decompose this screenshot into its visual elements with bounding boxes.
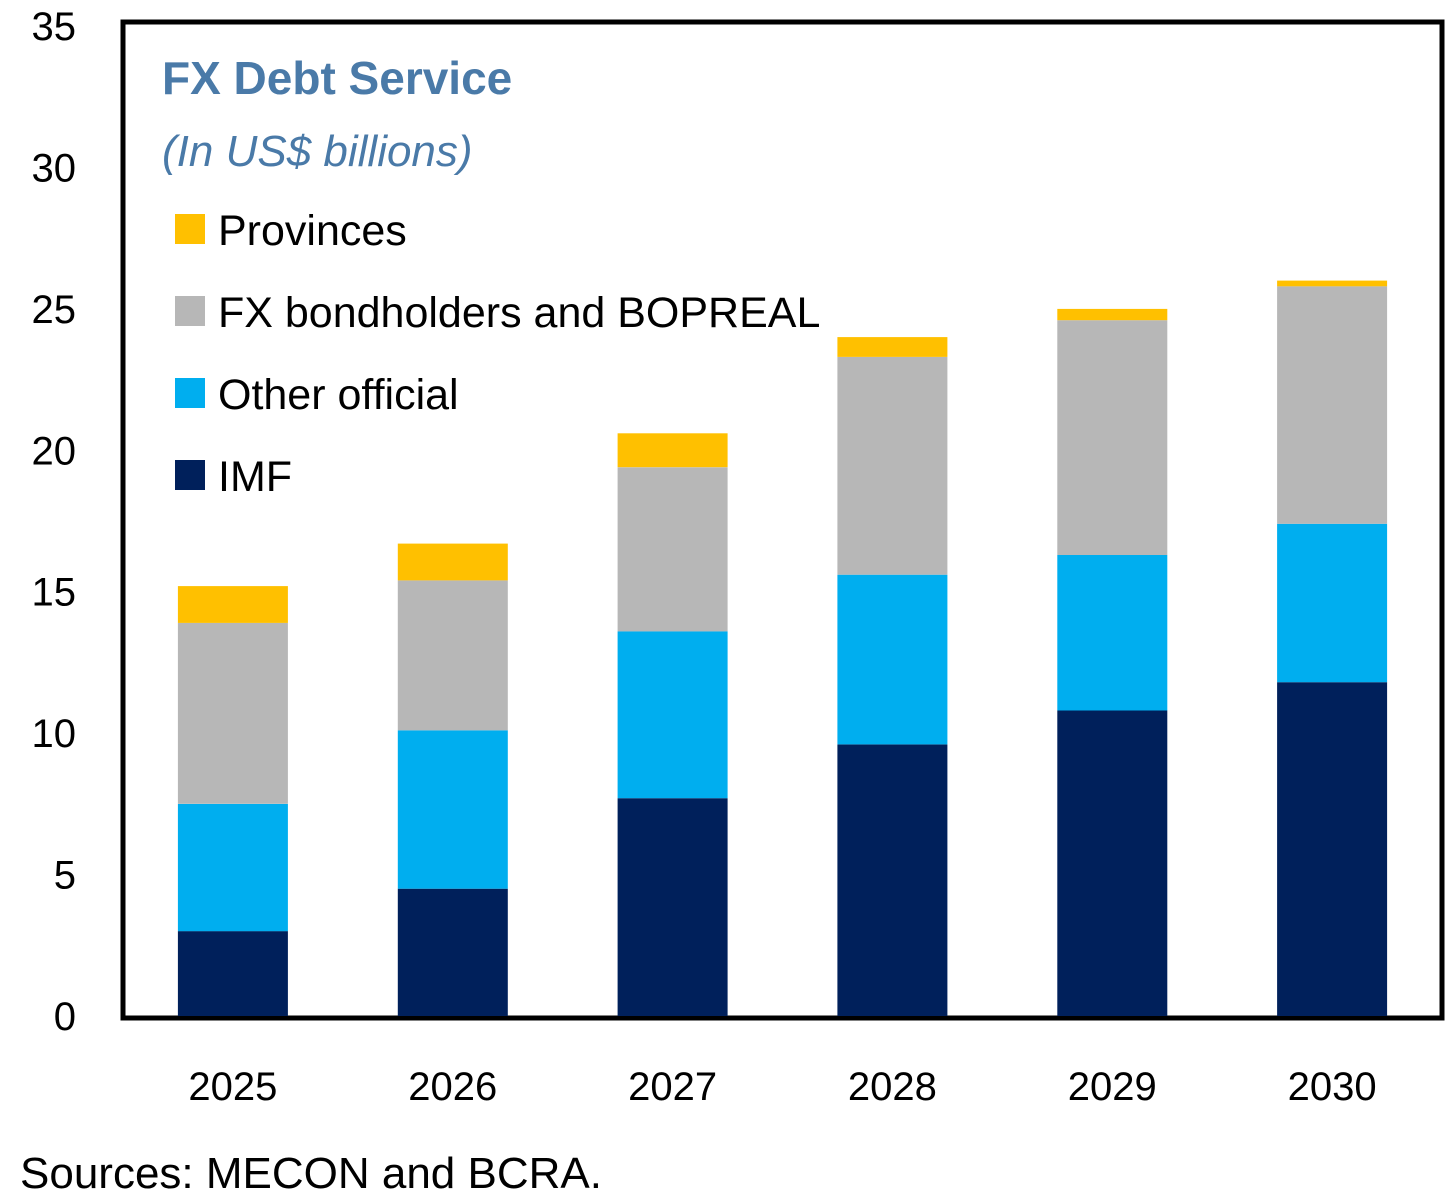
x-tick-label: 2030 [1288,1065,1377,1109]
x-tick-label: 2027 [628,1065,717,1109]
y-tick-label: 0 [54,995,76,1039]
legend-entry-provinces: Provinces [175,207,407,255]
bar-2027-provinces [617,433,728,468]
legend-label: IMF [218,453,292,501]
legend-entry-fx-bondholders-and-bopreal: FX bondholders and BOPREAL [175,289,820,337]
source-note: Sources: MECON and BCRA. [20,1149,602,1198]
bar-2027-other-official [617,631,728,799]
bar-2028-provinces [837,337,948,357]
y-tick-label: 20 [32,429,77,473]
x-tick-label: 2029 [1068,1065,1157,1109]
bar-2026-other-official [397,730,508,889]
bar-2030-other-official [1277,523,1388,683]
x-axis-ticks: 2025 2026 2027 2028 2029 2030 [188,1065,1376,1109]
bar-2030-imf [1277,682,1388,1016]
y-tick-label: 10 [32,712,77,756]
y-tick-label: 35 [32,5,77,49]
y-tick-label: 25 [32,288,77,332]
legend-swatch [175,378,205,408]
bar-2028-imf [837,744,948,1016]
y-tick-label: 5 [54,854,76,898]
bar-2025-imf [177,931,288,1016]
bar-2030-provinces [1277,280,1388,287]
chart-subtitle: (In US$ billions) [162,127,473,176]
bar-2027-imf [617,798,728,1016]
bar-2029-imf [1057,710,1168,1016]
x-tick-label: 2028 [848,1065,937,1109]
legend-swatch [175,460,205,490]
legend-entry-imf: IMF [175,453,292,501]
bar-2030-fx-bondholders-and-bopreal [1277,286,1388,524]
bar-2025-fx-bondholders-and-bopreal [177,622,288,804]
chart-legend: Provinces FX bondholders and BOPREAL Other… [175,207,820,501]
bar-2026-fx-bondholders-and-bopreal [397,580,508,731]
plot-area-frame [120,19,1445,1021]
bar-2026-provinces [397,543,508,581]
y-tick-label: 15 [32,571,77,615]
y-tick-label: 30 [32,146,77,190]
bar-2025-other-official [177,803,288,932]
x-tick-label: 2026 [408,1065,497,1109]
bar-2025-provinces [177,586,288,623]
bar-2027-fx-bondholders-and-bopreal [617,467,728,632]
y-axis-ticks: 0 5 10 15 20 25 30 35 [32,5,77,1039]
chart-title: FX Debt Service [162,52,512,104]
legend-label: Other official [218,371,459,419]
bar-2029-fx-bondholders-and-bopreal [1057,320,1168,555]
bar-2029-provinces [1057,308,1168,321]
legend-entry-other-official: Other official [175,371,459,419]
legend-label: FX bondholders and BOPREAL [218,289,820,337]
bars-layer [177,280,1388,1016]
bar-2026-imf [397,888,508,1016]
bar-2028-fx-bondholders-and-bopreal [837,356,948,575]
bar-2029-other-official [1057,554,1168,711]
legend-swatch [175,296,205,326]
legend-swatch [175,214,205,244]
x-tick-label: 2025 [188,1065,277,1109]
bar-2028-other-official [837,574,948,745]
legend-label: Provinces [218,207,407,255]
